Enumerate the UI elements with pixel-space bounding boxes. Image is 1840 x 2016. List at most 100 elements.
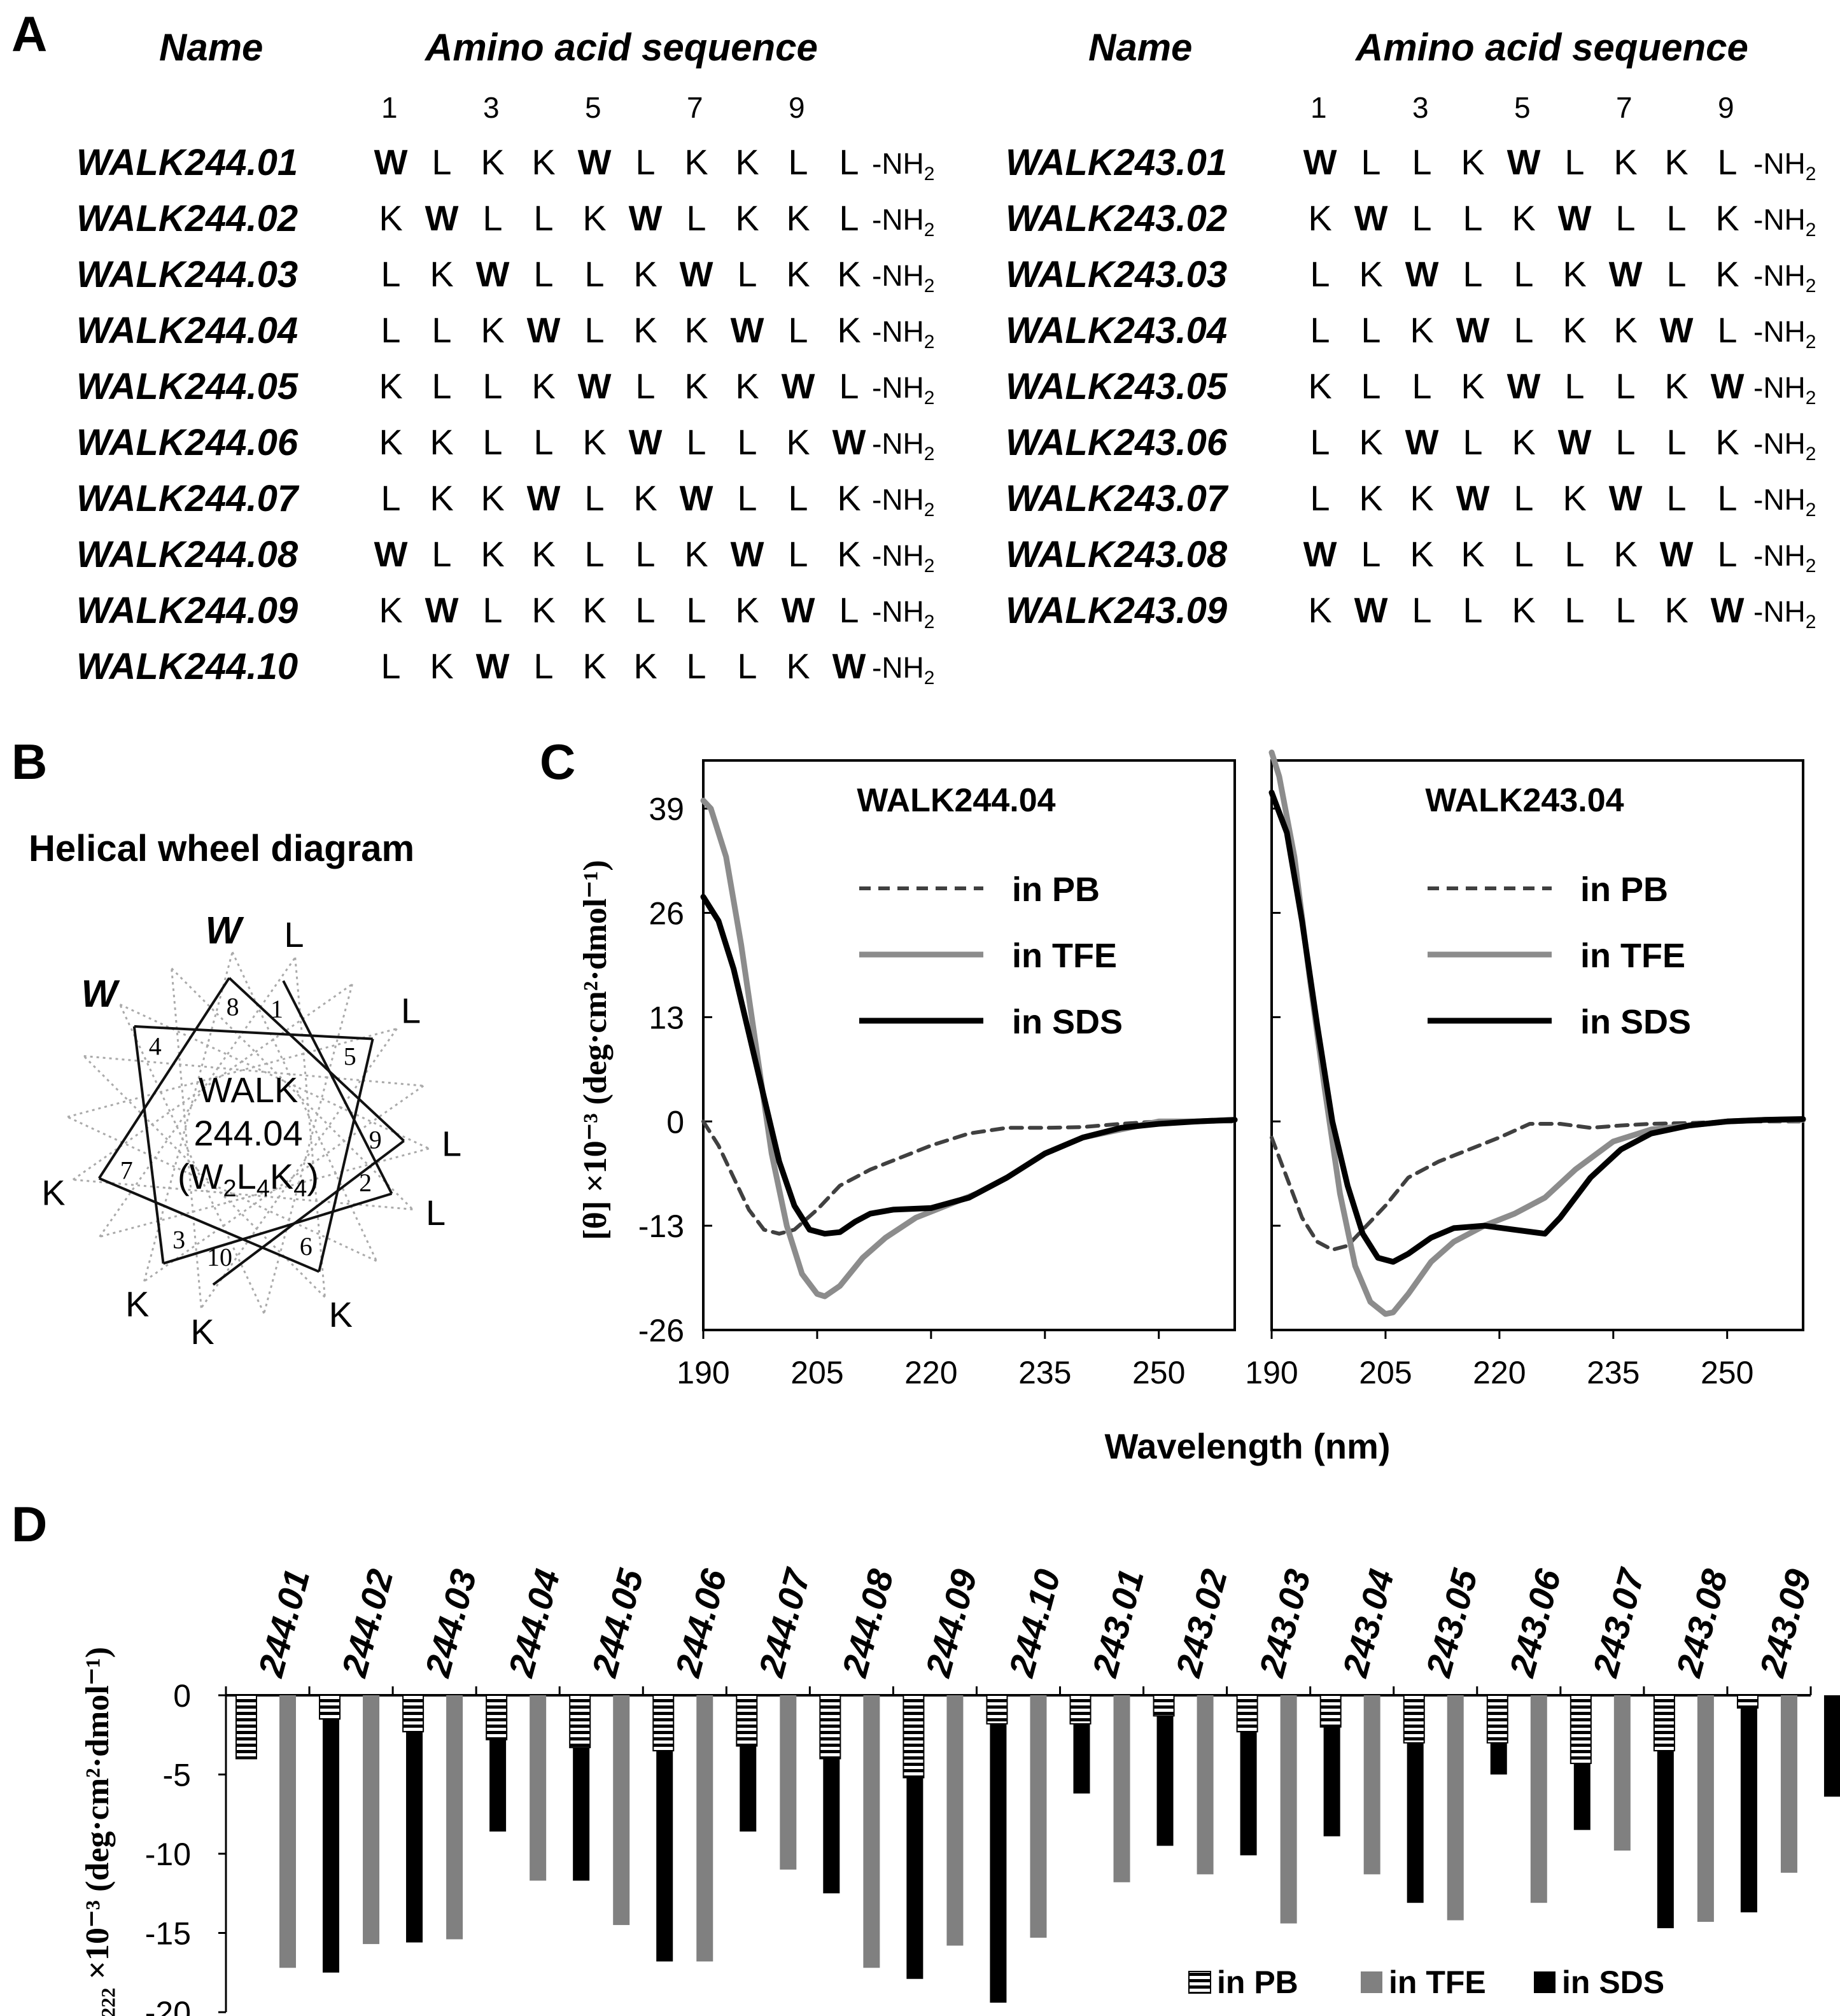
residue: W xyxy=(1608,478,1643,518)
category-label: 243.07 xyxy=(1585,1564,1652,1681)
wheel-connection xyxy=(98,977,230,1179)
residue: L xyxy=(1615,590,1636,630)
category-label: 244.03 xyxy=(417,1565,484,1681)
c-terminal-amide: -NH2 xyxy=(1753,202,1816,241)
residue: K xyxy=(1461,534,1485,574)
bar xyxy=(279,1695,296,1968)
wheel-position-number: 7 xyxy=(120,1156,133,1184)
x-tick-label: 235 xyxy=(1587,1355,1640,1390)
residue: K xyxy=(684,534,708,574)
bar xyxy=(1653,1695,1675,1752)
position-number: 1 xyxy=(381,91,398,124)
x-tick-label: 235 xyxy=(1018,1355,1071,1390)
cd-series-line xyxy=(700,893,1238,1237)
bar xyxy=(1280,1695,1297,1924)
y-tick-label: -5 xyxy=(163,1758,191,1793)
panel-label-d: D xyxy=(11,1496,48,1552)
wheel-residue-letter: K xyxy=(329,1294,353,1334)
residue: K xyxy=(735,198,759,238)
peptide-name: WALK243.05 xyxy=(1006,366,1228,407)
bar xyxy=(323,1695,339,1973)
wheel-residue-letter: K xyxy=(125,1284,149,1324)
residue: K xyxy=(582,646,607,686)
amide-prefix: -NH xyxy=(872,147,924,180)
residue: L xyxy=(1564,142,1585,182)
residue: W xyxy=(781,366,815,406)
residue: L xyxy=(1463,422,1483,462)
bar-chart-group: 0 -5 -10 -15 -20 244.01 244.02 244.03 244.04 244.… xyxy=(80,1564,1840,2016)
position-number: 5 xyxy=(585,91,601,124)
residue: K xyxy=(633,646,657,686)
residue: L xyxy=(839,142,859,182)
wheel-position-number: 8 xyxy=(227,992,239,1021)
residue: W xyxy=(1506,142,1541,182)
legend-swatch xyxy=(1361,1971,1382,1993)
residue: K xyxy=(531,366,556,406)
residue: L xyxy=(584,310,605,350)
residue: K xyxy=(837,254,861,294)
position-number: 3 xyxy=(483,91,500,124)
residue: W xyxy=(526,478,561,518)
residue: L xyxy=(686,590,706,630)
residue: L xyxy=(1412,590,1432,630)
residue: K xyxy=(481,478,505,518)
residue: L xyxy=(381,478,401,518)
residue: L xyxy=(1310,310,1330,350)
amide-prefix: -NH xyxy=(872,315,924,348)
residue: W xyxy=(832,646,866,686)
residue: K xyxy=(1461,366,1485,406)
legend-swatch xyxy=(1188,1971,1211,1994)
residue: L xyxy=(533,254,554,294)
residue: L xyxy=(533,422,554,462)
legend-label: in PB xyxy=(1012,871,1100,909)
residue: K xyxy=(684,366,708,406)
residue: K xyxy=(582,198,607,238)
peptide-name: WALK243.01 xyxy=(1006,142,1228,183)
bar xyxy=(569,1695,591,1749)
category-label: 243.02 xyxy=(1168,1565,1235,1681)
residue: W xyxy=(781,590,815,630)
residue: L xyxy=(686,646,706,686)
bar xyxy=(1069,1695,1092,1725)
residue: L xyxy=(1361,142,1381,182)
residue: K xyxy=(1410,310,1434,350)
residue: L xyxy=(482,198,503,238)
residue: L xyxy=(533,646,554,686)
residue: L xyxy=(788,534,808,574)
cd-panel-title: WALK244.04 xyxy=(857,782,1055,819)
cd-panel-title: WALK243.04 xyxy=(1425,782,1624,819)
legend-label: in PB xyxy=(1217,1964,1298,2000)
bar xyxy=(863,1695,880,1968)
residue: L xyxy=(432,310,452,350)
wheel-connection xyxy=(318,1039,374,1272)
x-tick-label: 205 xyxy=(790,1355,843,1390)
residue: K xyxy=(786,422,810,462)
x-tick-label: 190 xyxy=(1245,1355,1298,1390)
residue: L xyxy=(1361,310,1381,350)
plot-frame xyxy=(1270,759,1804,1331)
formula-part: ) xyxy=(307,1156,319,1196)
cd-x-axis-label: Wavelength (nm) xyxy=(1104,1426,1390,1466)
bar xyxy=(235,1695,257,1760)
residue: K xyxy=(1410,534,1434,574)
residue: K xyxy=(1512,422,1536,462)
residue: L xyxy=(1513,478,1534,518)
amide-subscript: 2 xyxy=(924,444,935,465)
y-tick-label: 39 xyxy=(649,792,684,827)
residue: W xyxy=(628,422,663,462)
amide-prefix: -NH xyxy=(1753,259,1806,292)
residue: L xyxy=(788,310,808,350)
peptide-name: WALK243.06 xyxy=(1006,422,1228,463)
wheel-residue-letter: W xyxy=(206,909,244,951)
category-label: 244.05 xyxy=(584,1565,651,1682)
y-tick-label: -13 xyxy=(638,1208,684,1244)
residue: K xyxy=(481,534,505,574)
residue: L xyxy=(788,142,808,182)
legend-label: in SDS xyxy=(1562,1964,1664,2000)
residue: K xyxy=(735,366,759,406)
amide-prefix: -NH xyxy=(1753,315,1806,348)
residue: L xyxy=(1513,254,1534,294)
residue: K xyxy=(1715,422,1739,462)
residue: K xyxy=(786,646,810,686)
residue: K xyxy=(1308,198,1332,238)
